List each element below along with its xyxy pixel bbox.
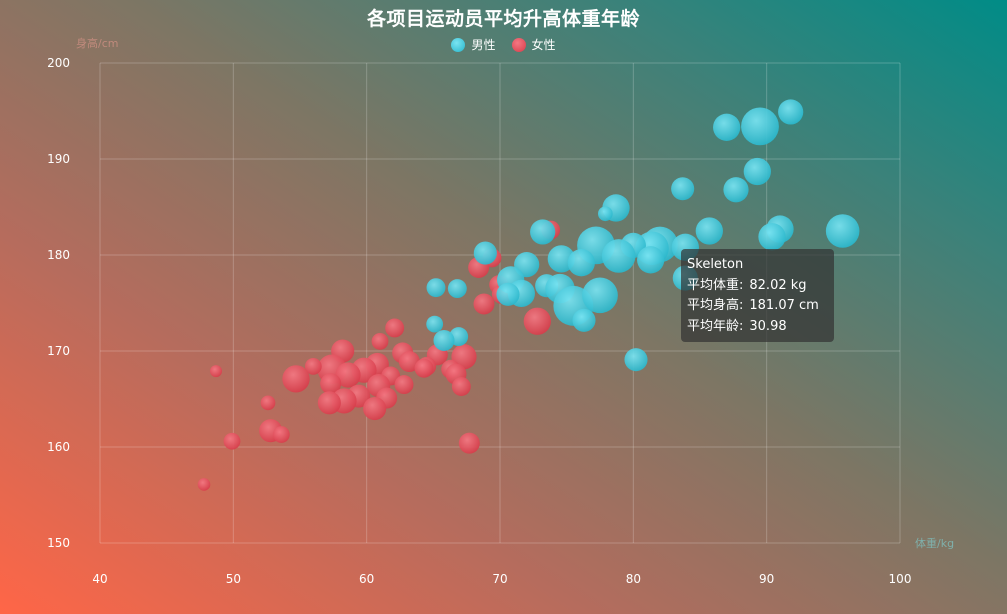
y-tick-label: 180 xyxy=(47,248,70,262)
legend-female-swatch xyxy=(511,37,526,52)
male-bubble[interactable] xyxy=(496,282,520,306)
female-bubble[interactable] xyxy=(398,351,420,373)
male-bubble[interactable] xyxy=(447,279,467,299)
y-tick-label: 160 xyxy=(47,440,70,454)
male-bubble[interactable] xyxy=(473,241,497,265)
tooltip-height-value: 181.07 cm xyxy=(749,298,819,313)
female-bubble[interactable] xyxy=(210,365,222,378)
y-tick-label: 150 xyxy=(47,536,70,550)
x-tick-label: 100 xyxy=(889,572,912,586)
male-bubble[interactable] xyxy=(572,308,596,332)
male-bubble[interactable] xyxy=(597,206,613,222)
female-bubble[interactable] xyxy=(458,432,480,454)
female-bubble[interactable] xyxy=(260,395,276,411)
female-bubble[interactable] xyxy=(473,293,495,315)
female-bubble[interactable] xyxy=(523,307,551,335)
legend-male-label: 男性 xyxy=(471,38,496,52)
tooltip-age-label: 平均年龄: xyxy=(687,318,744,334)
male-bubble[interactable] xyxy=(671,177,695,201)
chart-title: 各项目运动员平均升高体重年龄 xyxy=(366,8,640,30)
male-bubble[interactable] xyxy=(695,217,723,245)
male-bubble[interactable] xyxy=(582,277,618,314)
y-tick-label: 190 xyxy=(47,152,70,166)
female-bubble[interactable] xyxy=(385,318,405,338)
y-tick-label: 170 xyxy=(47,344,70,358)
male-bubble[interactable] xyxy=(601,239,636,273)
female-bubble[interactable] xyxy=(335,362,361,388)
female-bubble[interactable] xyxy=(451,377,471,396)
legend-item-female[interactable]: 女性 xyxy=(511,36,556,53)
x-tick-label: 80 xyxy=(626,572,641,586)
x-tick-label: 40 xyxy=(92,572,107,586)
female-bubble[interactable] xyxy=(282,365,310,393)
tooltip-age-row: 平均年龄: 30.98 xyxy=(687,317,828,338)
male-bubble[interactable] xyxy=(530,219,556,245)
male-bubble[interactable] xyxy=(741,107,779,146)
male-bubble[interactable] xyxy=(426,315,444,333)
female-bubble[interactable] xyxy=(272,426,290,443)
x-tick-label: 90 xyxy=(759,572,774,586)
tooltip: Skeleton 平均体重: 82.02 kg 平均身高: 181.07 cm 平均… xyxy=(681,249,834,342)
female-bubble[interactable] xyxy=(223,432,241,450)
x-tick-label: 50 xyxy=(226,572,241,586)
tooltip-weight-label: 平均体重: xyxy=(687,277,744,293)
male-bubble[interactable] xyxy=(743,157,771,186)
female-bubble[interactable] xyxy=(414,358,434,378)
legend: 男性 女性 xyxy=(0,36,1007,53)
x-tick-label: 70 xyxy=(492,572,507,586)
male-bubble[interactable] xyxy=(637,246,665,274)
female-bubble[interactable] xyxy=(363,397,387,421)
tooltip-height-label: 平均身高: xyxy=(687,298,744,313)
legend-female-label: 女性 xyxy=(531,38,556,52)
legend-male-swatch xyxy=(451,37,466,52)
male-bubble[interactable] xyxy=(567,249,595,277)
male-bubble[interactable] xyxy=(825,214,860,248)
male-bubble[interactable] xyxy=(758,223,786,251)
y-axis-label: 身高/cm xyxy=(76,37,119,50)
male-bubble[interactable] xyxy=(426,278,446,298)
female-bubble[interactable] xyxy=(317,391,341,415)
tooltip-height-row: 平均身高: 181.07 cm xyxy=(687,296,828,317)
female-bubble[interactable] xyxy=(371,333,389,350)
x-tick-label: 60 xyxy=(359,572,374,586)
female-bubble[interactable] xyxy=(304,357,322,375)
male-bubble[interactable] xyxy=(624,348,648,372)
x-axis-label: 体重/kg xyxy=(915,537,955,550)
tooltip-title: Skeleton xyxy=(687,257,744,272)
male-bubble[interactable] xyxy=(433,329,455,351)
legend-item-male[interactable]: 男性 xyxy=(451,36,496,53)
tooltip-weight-row: 平均体重: 82.02 kg xyxy=(687,276,828,297)
female-bubble[interactable] xyxy=(394,375,414,395)
male-bubble[interactable] xyxy=(723,177,749,203)
female-bubble[interactable] xyxy=(197,478,211,491)
female-bubble[interactable] xyxy=(320,373,342,395)
male-bubble[interactable] xyxy=(713,113,741,141)
tooltip-age-value: 30.98 xyxy=(749,318,787,334)
tooltip-weight-value: 82.02 kg xyxy=(749,277,807,293)
y-tick-label: 200 xyxy=(47,56,70,70)
male-bubble[interactable] xyxy=(778,99,804,125)
